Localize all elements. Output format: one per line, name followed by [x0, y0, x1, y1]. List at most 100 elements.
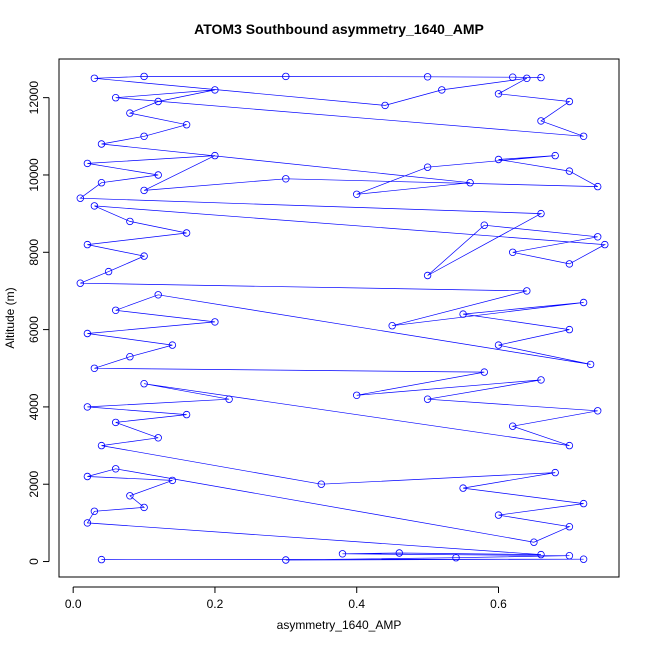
data-point — [182, 229, 191, 237]
data-point — [76, 279, 84, 287]
data-point — [594, 233, 602, 241]
data-point — [388, 322, 396, 330]
data-point — [140, 252, 148, 260]
data-point — [168, 476, 177, 485]
x-tick-label: 0.2 — [207, 597, 224, 611]
data-point — [90, 364, 99, 372]
y-tick-label: 10000 — [27, 158, 41, 192]
data-point — [111, 465, 120, 473]
data-point — [282, 175, 290, 183]
data-point — [182, 120, 191, 129]
data-point — [90, 507, 99, 515]
data-point — [579, 298, 588, 307]
data-point — [551, 151, 559, 160]
data-point — [97, 555, 106, 564]
data-point — [423, 73, 432, 81]
data-point — [211, 151, 219, 160]
data-point — [494, 511, 503, 519]
y-tick-label: 8000 — [27, 239, 41, 266]
data-point — [154, 171, 162, 179]
data-point — [317, 480, 325, 488]
y-axis: 0 2000 4000 6000 8000 10000 12000 — [27, 81, 50, 565]
data-point — [537, 117, 545, 125]
data-point — [579, 499, 588, 508]
plot-area-frame — [58, 58, 620, 578]
data-point — [182, 410, 191, 419]
data-point — [509, 248, 517, 256]
data-point — [154, 291, 162, 299]
data-point — [140, 132, 148, 140]
data-point — [225, 395, 233, 403]
data-point — [83, 472, 92, 481]
x-axis-label: asymmetry_1640_AMP — [277, 618, 402, 632]
data-point — [211, 318, 219, 326]
data-point — [438, 86, 446, 94]
data-point — [565, 523, 574, 531]
data-point — [594, 407, 602, 415]
data-point — [565, 441, 574, 450]
data-point — [537, 550, 545, 559]
x-tick-label: 0.0 — [65, 597, 82, 611]
y-tick-label: 12000 — [27, 81, 41, 115]
data-point — [338, 550, 347, 558]
data-point — [111, 93, 120, 102]
data-point — [76, 194, 84, 202]
data-point — [211, 86, 219, 94]
data-point — [140, 186, 148, 195]
data-point — [459, 310, 467, 318]
data-point — [282, 72, 290, 81]
data-point — [353, 391, 361, 399]
data-point — [381, 101, 389, 110]
data-point — [594, 182, 602, 191]
data-point — [154, 97, 162, 106]
data-point — [423, 163, 432, 171]
data-series — [76, 72, 609, 564]
data-point — [83, 240, 92, 249]
data-point — [83, 519, 92, 527]
data-point — [140, 380, 148, 388]
data-point — [459, 484, 467, 492]
data-point — [111, 418, 120, 427]
data-point — [537, 376, 545, 384]
data-point — [126, 217, 134, 226]
data-point — [494, 90, 503, 98]
data-point — [480, 368, 488, 376]
data-point — [111, 306, 120, 314]
x-axis: 0.0 0.2 0.4 0.6 — [65, 586, 507, 611]
data-point — [565, 260, 574, 268]
data-point — [282, 556, 290, 564]
data-point — [126, 353, 134, 361]
data-point — [537, 209, 545, 218]
data-point — [494, 155, 503, 164]
series-line — [79, 76, 607, 561]
data-point — [168, 341, 177, 349]
data-point — [154, 434, 162, 442]
data-point — [466, 178, 474, 187]
data-point — [423, 271, 432, 280]
data-point — [97, 140, 106, 148]
data-point — [586, 360, 595, 369]
data-point — [530, 538, 538, 546]
y-tick-label: 4000 — [27, 393, 41, 420]
y-axis-label: Altitude (m) — [3, 287, 17, 348]
data-point — [509, 73, 517, 81]
data-point — [565, 97, 574, 106]
data-point — [579, 132, 588, 140]
data-point — [494, 341, 503, 349]
y-tick-label: 2000 — [27, 471, 41, 498]
data-point — [601, 240, 609, 249]
data-point — [90, 74, 99, 82]
x-tick-label: 0.4 — [348, 597, 365, 611]
data-point — [83, 329, 92, 338]
data-point — [126, 492, 134, 500]
data-point — [126, 109, 134, 117]
data-point — [523, 74, 531, 82]
data-point — [97, 441, 106, 450]
data-point — [140, 503, 148, 512]
data-point — [579, 555, 588, 563]
data-point — [537, 73, 545, 82]
data-point — [565, 552, 574, 560]
chart-title: ATOM3 Southbound asymmetry_1640_AMP — [194, 21, 484, 37]
data-point — [523, 287, 531, 295]
